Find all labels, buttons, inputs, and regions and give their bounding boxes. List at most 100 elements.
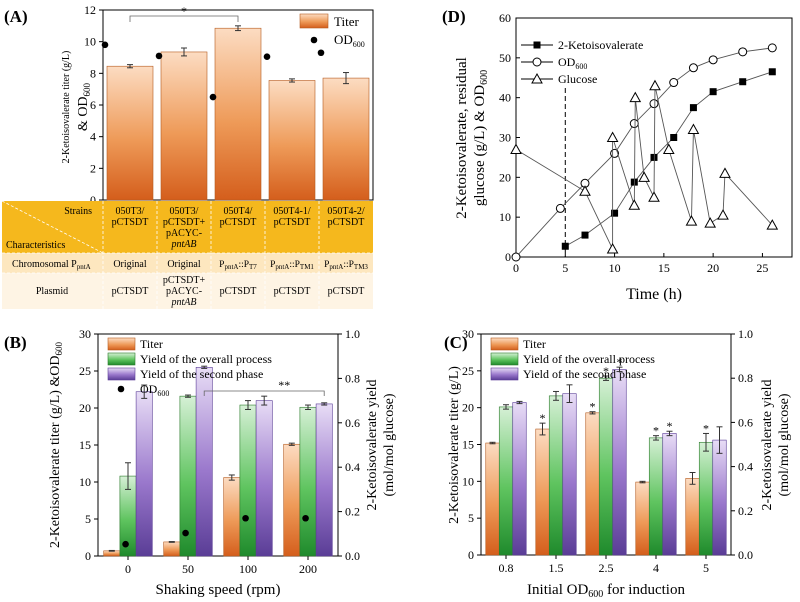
table-plasmid-0: pCTSDT bbox=[112, 286, 149, 297]
panel-c-label: (C) bbox=[444, 333, 468, 352]
point-keto-1 bbox=[581, 231, 589, 239]
y-tick-label: 0 bbox=[468, 548, 474, 562]
table-strain-1: pCTSDT+ bbox=[163, 217, 206, 228]
bar-0-0 bbox=[485, 442, 500, 556]
table-strain-0: pCTSDT bbox=[112, 217, 149, 228]
legend-a-titer: Titer bbox=[334, 14, 359, 29]
bar-1-0 bbox=[498, 406, 514, 556]
panel-b: (B) 0 5 10 15 20 25 30 0.0 0.2 0.4 0.6 0.8 1.0 0 50 100… bbox=[4, 327, 397, 598]
y2-tick-label: 0.8 bbox=[738, 371, 753, 385]
legend-marker-triangle bbox=[531, 72, 543, 84]
y-tick-label: 30 bbox=[499, 131, 511, 145]
y-tick-label: 10 bbox=[84, 35, 96, 49]
panel-a-legend: Titer OD600 bbox=[299, 13, 365, 49]
table-plasmid-3: pCTSDT bbox=[274, 286, 311, 297]
panel-c-ylabel: 2-Ketoisovalerate titer (g/L) bbox=[447, 366, 462, 524]
panel-a-label: (A) bbox=[4, 7, 28, 26]
point-od600-8 bbox=[708, 55, 718, 65]
bar-0-2 bbox=[585, 412, 600, 556]
panel-d-label: (D) bbox=[442, 7, 466, 26]
table-strain-0: 050T3/ bbox=[116, 206, 145, 217]
table-strain-3: 050T4-1/ bbox=[273, 206, 310, 217]
table-header-characteristics: Characteristics bbox=[6, 240, 66, 251]
legend-d-keto: 2-Ketoisovalerate bbox=[558, 38, 643, 52]
point-od600-1 bbox=[555, 203, 565, 213]
bar-2-2 bbox=[612, 369, 627, 556]
table-row1-bg bbox=[2, 253, 373, 273]
point-glucose-5 bbox=[629, 91, 642, 103]
panel-b-ylabel: 2-Ketoisovalerate titer (g/L) &OD600 bbox=[48, 342, 64, 548]
table-row2-bg bbox=[2, 273, 373, 309]
panel-d-legend: 2-Ketoisovalerate OD600 Glucose bbox=[521, 38, 643, 86]
table-strain-4: 050T4-2/ bbox=[327, 206, 364, 217]
panel-d: (D) 0 10 20 30 40 50 60 0 5 10 15 20 25 2-Ketoisoval… bbox=[442, 7, 793, 303]
y2-tick-label: 0.2 bbox=[738, 504, 753, 518]
y-tick-label: 20 bbox=[462, 401, 474, 415]
panel-b-xlabel: Shaking speed (rpm) bbox=[156, 582, 281, 598]
significance-star: * bbox=[653, 424, 659, 438]
table-promoter-0: Original bbox=[113, 259, 147, 270]
table-plasmid-2: pCTSDT bbox=[220, 286, 257, 297]
legend-swatch-titer bbox=[299, 13, 329, 29]
panel-b-legend: Titer Yield of the overall process Yield… bbox=[107, 337, 272, 398]
panel-b-label: (B) bbox=[4, 333, 27, 352]
promoter-text-part: T7 bbox=[249, 263, 257, 271]
significance-star: * bbox=[703, 421, 709, 435]
bar-1-3 bbox=[299, 406, 317, 557]
table-plasmid-1: pCTSDT+ bbox=[163, 275, 206, 286]
table-plasmid-1: pntAB bbox=[171, 297, 197, 308]
point-glucose-0 bbox=[510, 143, 522, 154]
y-tick-label: 25 bbox=[79, 364, 91, 378]
legend-swatch-second bbox=[490, 367, 519, 381]
table-strain-2: pCTSDT bbox=[220, 217, 257, 228]
panel-c-axes: 0 5 10 15 20 25 30 0.0 0.2 0.4 0.6 0.8 1.0 0.8 1.5 2.5 4… bbox=[462, 327, 753, 575]
point-glucose-1 bbox=[579, 185, 591, 196]
table-diagonal bbox=[1, 200, 104, 254]
x-tick-label: 10 bbox=[609, 261, 621, 275]
point-glucose-6 bbox=[638, 171, 650, 182]
point-od600-3 bbox=[302, 514, 309, 522]
y-tick-label: 30 bbox=[79, 327, 91, 341]
panel-d-series bbox=[510, 43, 779, 262]
y-tick-label: 8 bbox=[90, 66, 96, 80]
point-glucose-7 bbox=[648, 191, 660, 202]
bar-1-2 bbox=[598, 377, 614, 556]
point-od600-2 bbox=[242, 514, 249, 522]
point-od600-7 bbox=[688, 63, 698, 73]
legend-d-od: OD600 bbox=[558, 55, 587, 71]
y-tick-label: 0 bbox=[505, 250, 511, 264]
panel-c-bars: * * * * * * * bbox=[485, 355, 727, 556]
y-tick-label: 40 bbox=[499, 91, 511, 105]
x-tick-label: 5 bbox=[703, 561, 709, 575]
bar-0-1 bbox=[535, 428, 550, 556]
table-header-bg bbox=[2, 201, 373, 253]
y-tick-label: 50 bbox=[499, 51, 511, 65]
y-tick-label: 20 bbox=[79, 401, 91, 415]
y-tick-label: 10 bbox=[499, 210, 511, 224]
panel-a-ylabel: 2-Ketoisovalerate titer (g/L) bbox=[61, 51, 72, 164]
table-strain-2: 050T4/ bbox=[224, 206, 253, 217]
point-od600-0 bbox=[511, 252, 521, 262]
y2-tick-label: 0.6 bbox=[738, 415, 753, 429]
bar-titer-0 bbox=[106, 65, 154, 201]
panel-c-xlabel: Initial OD600 for induction bbox=[527, 582, 685, 600]
legend-c-titer: Titer bbox=[523, 337, 546, 351]
series-line-2 bbox=[515, 85, 773, 250]
bar-2-3 bbox=[315, 403, 333, 557]
point-od600-3 bbox=[263, 53, 271, 61]
bar-titer-1 bbox=[160, 51, 208, 201]
panel-b-axes: 0 5 10 15 20 25 30 0.0 0.2 0.4 0.6 0.8 1.0 0 50 100 200 bbox=[79, 327, 360, 576]
point-glucose-10 bbox=[685, 215, 698, 226]
table-promoter-1: Original bbox=[167, 259, 201, 270]
point-keto-6 bbox=[689, 104, 697, 112]
promoter-text-part: P bbox=[219, 260, 224, 270]
panel-d-xlabel: Time (h) bbox=[626, 286, 682, 303]
point-od600-4 bbox=[317, 49, 325, 57]
panel-c-y2label-2: (mol/mol glucose) bbox=[777, 393, 792, 496]
legend-swatch-overall bbox=[490, 352, 519, 366]
table-row2-label: Plasmid bbox=[36, 286, 68, 297]
legend-swatch-titer bbox=[490, 337, 519, 351]
y2-tick-label: 0.8 bbox=[345, 371, 360, 385]
legend-marker-square bbox=[533, 41, 541, 49]
